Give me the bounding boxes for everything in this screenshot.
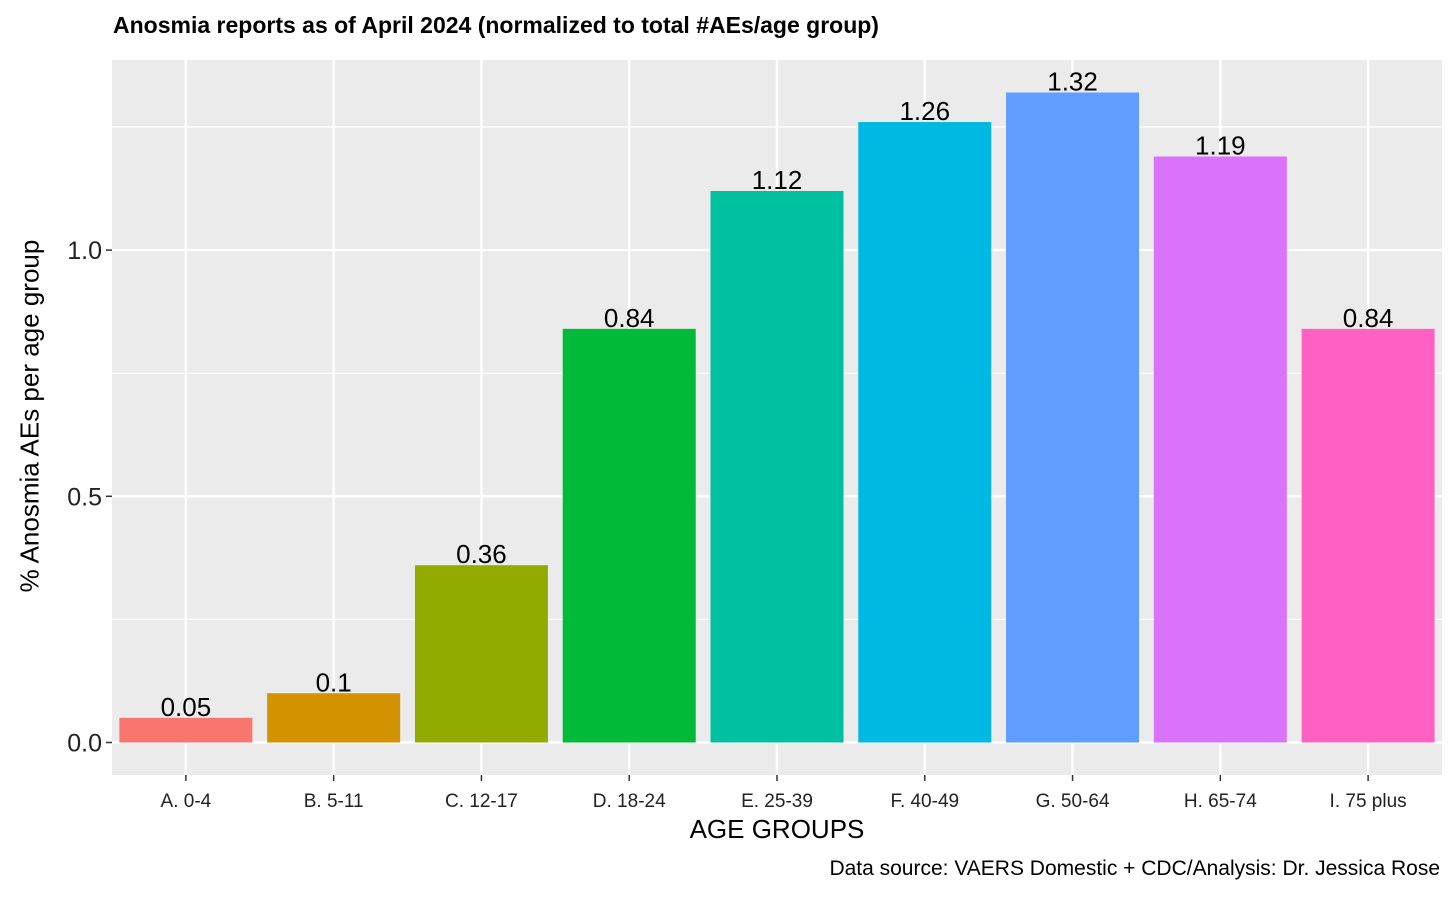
bar [414, 565, 548, 743]
y-tick-label: 0.5 [67, 483, 102, 511]
x-tick-label: E. 25-39 [741, 791, 813, 812]
chart-caption: Data source: VAERS Domestic + CDC/Analys… [829, 857, 1440, 880]
x-tick-label: F. 40-49 [890, 791, 959, 812]
y-tick-label: 0.0 [67, 730, 102, 758]
bar [1301, 328, 1435, 743]
bar-value-label: 0.1 [316, 667, 352, 697]
y-axis-title: % Anosmia AEs per age group [14, 239, 45, 593]
bar-value-label: 1.26 [899, 96, 950, 126]
x-tick-label: A. 0-4 [161, 791, 212, 812]
chart-title: Anosmia reports as of April 2024 (normal… [113, 12, 879, 38]
y-axis: 0.0 0.5 1.0 [67, 237, 112, 758]
y-tick-label: 1.0 [67, 237, 102, 265]
x-tick-label: C. 12-17 [445, 791, 518, 812]
bar [119, 717, 253, 743]
x-tick-label: B. 5-11 [304, 791, 364, 812]
x-tick-label: H. 65-74 [1184, 791, 1257, 812]
bar [1153, 156, 1287, 743]
x-tick-label: G. 50-64 [1036, 791, 1110, 812]
bar [710, 190, 844, 743]
bar-value-label: 0.84 [604, 303, 655, 333]
bar-value-label: 0.84 [1343, 303, 1394, 333]
bar [267, 693, 401, 743]
bar-value-label: 1.19 [1195, 131, 1246, 161]
bar-value-label: 0.05 [161, 692, 212, 722]
x-tick-label: I. 75 plus [1330, 791, 1407, 812]
x-tick-label: D. 18-24 [593, 791, 666, 812]
bar-value-label: 0.36 [456, 539, 507, 569]
x-axis: A. 0-4 B. 5-11 C. 12-17 D. 18-24 E. 25-39 F. … [161, 775, 1407, 812]
x-axis-title: AGE GROUPS [689, 814, 865, 844]
bar-value-label: 1.12 [752, 165, 803, 195]
value-labels: 0.05 0.1 0.36 0.84 1.12 1.26 1.32 1.19 0.84 [161, 67, 1394, 722]
bars [119, 92, 1435, 743]
bar [858, 122, 992, 743]
bar [1006, 92, 1140, 743]
bar [562, 328, 696, 743]
bar-value-label: 1.32 [1047, 67, 1098, 97]
